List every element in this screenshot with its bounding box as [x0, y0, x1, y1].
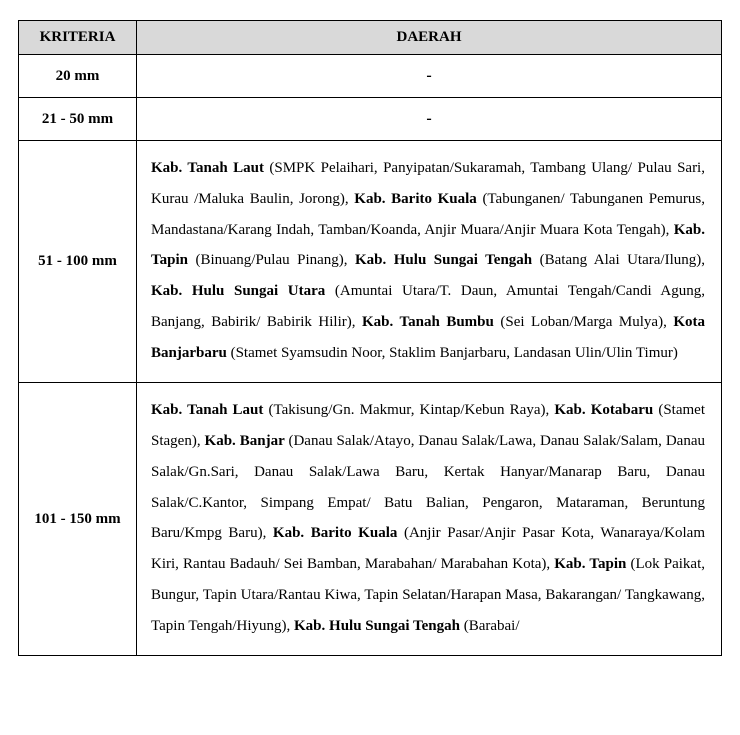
header-daerah: DAERAH [137, 21, 722, 55]
table-row: 51 - 100 mmKab. Tanah Laut (SMPK Pelaiha… [19, 141, 722, 383]
region-name: Kab. Hulu Sungai Tengah [355, 252, 540, 268]
region-name: Kab. Kotabaru [554, 402, 658, 418]
region-detail: (Sei Loban/Marga Mulya), [500, 314, 673, 330]
header-kriteria: KRITERIA [19, 21, 137, 55]
region-name: Kab. Hulu Sungai Tengah [294, 618, 464, 634]
region-detail: (Takisung/Gn. Makmur, Kintap/Kebun Raya)… [269, 402, 555, 418]
criteria-cell: 21 - 50 mm [19, 98, 137, 141]
daerah-cell: Kab. Tanah Laut (SMPK Pelaihari, Panyipa… [137, 141, 722, 383]
region-name: Kab. Banjar [205, 433, 289, 449]
daerah-cell: - [137, 98, 722, 141]
table-body: 20 mm-21 - 50 mm-51 - 100 mmKab. Tanah L… [19, 55, 722, 656]
region-detail: (Stamet Syamsudin Noor, Staklim Banjarba… [231, 345, 678, 361]
region-detail: (Binuang/Pulau Pinang), [195, 252, 355, 268]
region-name: Kab. Tanah Bumbu [362, 314, 500, 330]
region-name: Kab. Barito Kuala [273, 525, 404, 541]
table-row: 20 mm- [19, 55, 722, 98]
daerah-cell: - [137, 55, 722, 98]
criteria-cell: 51 - 100 mm [19, 141, 137, 383]
region-detail: (Barabai/ [464, 618, 520, 634]
region-name: Kab. Hulu Sungai Utara [151, 283, 335, 299]
table-header-row: KRITERIA DAERAH [19, 21, 722, 55]
region-detail: (Batang Alai Utara/Ilung), [540, 252, 705, 268]
criteria-cell: 20 mm [19, 55, 137, 98]
table-row: 21 - 50 mm- [19, 98, 722, 141]
region-name: Kab. Barito Kuala [354, 191, 482, 207]
criteria-cell: 101 - 150 mm [19, 383, 137, 656]
region-name: Kab. Tanah Laut [151, 402, 269, 418]
criteria-table: KRITERIA DAERAH 20 mm-21 - 50 mm-51 - 10… [18, 20, 722, 656]
table-row: 101 - 150 mmKab. Tanah Laut (Takisung/Gn… [19, 383, 722, 656]
daerah-cell: Kab. Tanah Laut (Takisung/Gn. Makmur, Ki… [137, 383, 722, 656]
region-name: Kab. Tanah Laut [151, 160, 269, 176]
region-name: Kab. Tapin [554, 556, 630, 572]
